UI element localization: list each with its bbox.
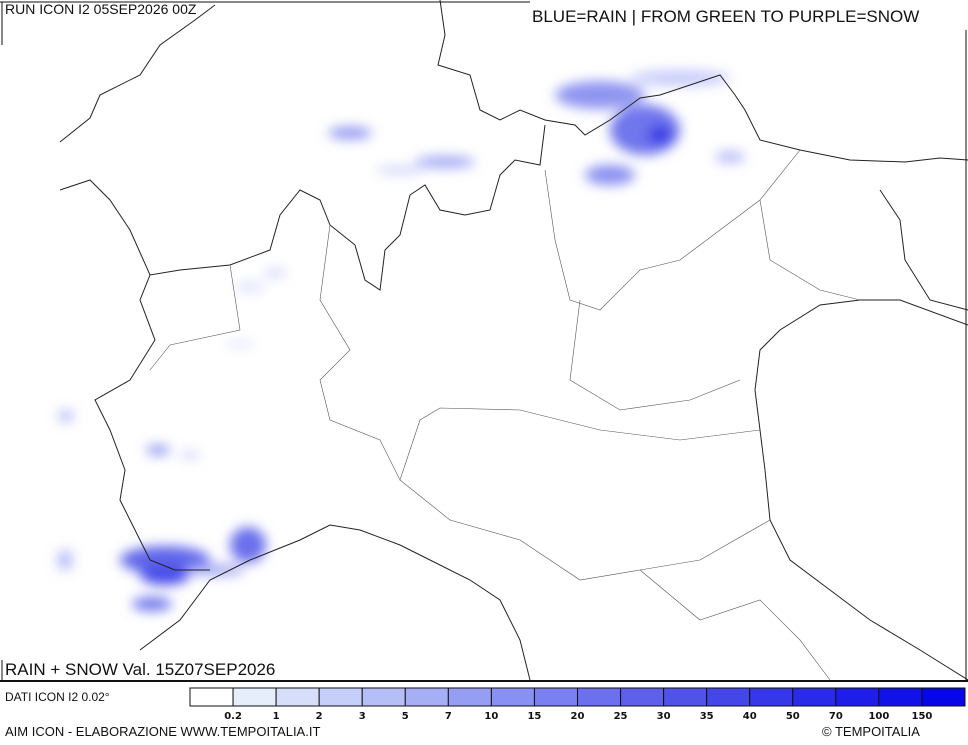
colorbar-box	[577, 687, 622, 707]
colorbar-label: 2	[316, 711, 323, 722]
colorbar-label: 150	[912, 711, 933, 722]
colorbar-box	[318, 687, 363, 707]
precipitation	[57, 70, 745, 611]
colorbar-box	[447, 687, 492, 707]
colorbar-label: 5	[402, 711, 409, 722]
colorbar-box	[749, 687, 794, 707]
colorbar-box	[620, 687, 665, 707]
colorbar-box	[189, 687, 234, 707]
credit: AIM ICON - ELABORAZIONE WWW.TEMPOITALIA.…	[5, 724, 320, 739]
colorbar-box	[232, 687, 277, 707]
colorbar-label: 70	[829, 711, 843, 722]
data-source: DATI ICON I2 0.02°	[5, 690, 110, 704]
colorbar-label: 0.2	[224, 711, 242, 722]
colorbar-label: 15	[527, 711, 541, 722]
borders	[59, 0, 968, 681]
colorbar-box	[275, 687, 320, 707]
run-label: RUN ICON I2 05SEP2026 00Z	[5, 1, 197, 17]
colorbar-label: 35	[700, 711, 714, 722]
colorbar-box	[404, 687, 449, 707]
colorbar-box	[361, 687, 406, 707]
colorbar-box	[533, 687, 579, 707]
colorbar-label: 25	[614, 711, 628, 722]
legend-note: BLUE=RAIN | FROM GREEN TO PURPLE=SNOW	[532, 7, 919, 26]
colorbar-box	[490, 687, 535, 707]
colorbar-box	[835, 687, 880, 707]
colorbar-box	[706, 687, 751, 707]
map-caption: RAIN + SNOW Val. 15Z07SEP2026	[5, 660, 275, 679]
colorbar: 0.2 1 2 3 5 7 10 15 20 25 30 35 40 50 70 100 150	[189, 687, 966, 722]
frame	[0, 1, 968, 682]
colorbar-label: 3	[359, 711, 366, 722]
colorbar-label: 7	[445, 711, 452, 722]
colorbar-label: 30	[657, 711, 671, 722]
colorbar-box	[792, 687, 837, 707]
copyright: © TEMPOITALIA	[822, 724, 920, 739]
colorbar-box	[878, 687, 923, 707]
colorbar-label: 1	[273, 711, 280, 722]
colorbar-label: 10	[484, 711, 498, 722]
colorbar-box	[921, 687, 966, 707]
colorbar-box	[663, 687, 708, 707]
colorbar-label: 20	[571, 711, 585, 722]
colorbar-label: 40	[743, 711, 757, 722]
colorbar-label: 100	[868, 711, 889, 722]
colorbar-label: 50	[786, 711, 800, 722]
